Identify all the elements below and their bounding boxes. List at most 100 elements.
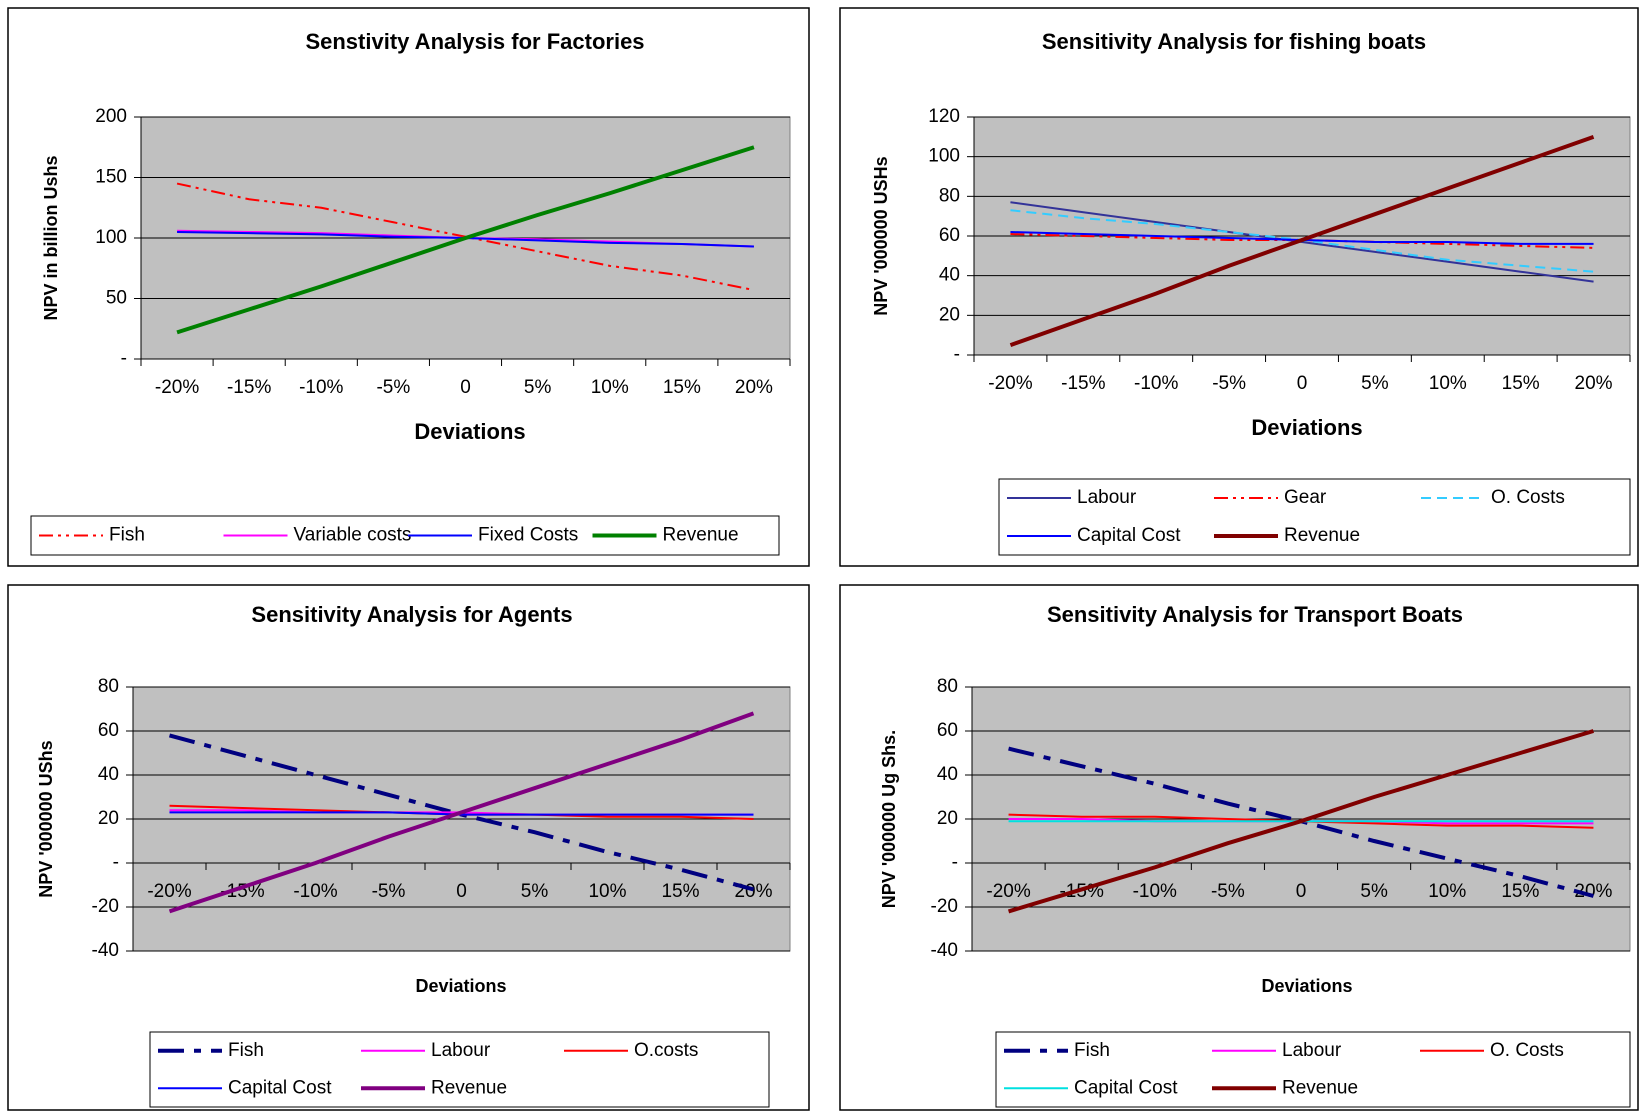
x-tick-label: -20% — [155, 377, 199, 398]
y-tick-label: 100 — [95, 227, 127, 248]
legend-label: Fish — [109, 525, 145, 546]
y-tick-label: -40 — [931, 940, 958, 961]
x-tick-label: 20% — [1574, 881, 1612, 902]
y-tick-label: 80 — [937, 676, 958, 697]
x-tick-label: -10% — [293, 881, 337, 902]
legend-label: Capital Cost — [228, 1077, 332, 1098]
y-tick-label: - — [121, 348, 127, 369]
legend-label: Revenue — [431, 1077, 507, 1098]
y-tick-label: 80 — [939, 185, 960, 206]
series-line — [169, 811, 754, 816]
y-tick-label: 150 — [95, 167, 127, 188]
legend-label: Revenue — [1284, 525, 1360, 546]
x-tick-label: 0 — [456, 881, 467, 902]
y-tick-label: 40 — [939, 265, 960, 286]
y-tick-label: -40 — [92, 940, 119, 961]
x-tick-label: -5% — [372, 881, 406, 902]
x-tick-label: 15% — [661, 881, 699, 902]
legend-box — [998, 478, 1631, 556]
chart-title: Sensitivity Analysis for Agents — [251, 602, 572, 627]
y-tick-label: 80 — [98, 676, 119, 697]
x-tick-label: 15% — [1501, 881, 1539, 902]
chart-title: Senstivity Analysis for Factories — [305, 29, 644, 54]
y-axis-title: NPV '000000 USHs — [871, 156, 891, 315]
legend-label: Fish — [228, 1040, 264, 1061]
legend-label: Revenue — [663, 525, 739, 546]
y-tick-label: 60 — [939, 225, 960, 246]
x-axis-title: Deviations — [415, 976, 506, 996]
x-tick-label: 5% — [521, 881, 549, 902]
x-tick-label: 15% — [663, 377, 701, 398]
chart-title: Sensitivity Analysis for fishing boats — [1042, 29, 1426, 54]
y-tick-label: -20 — [92, 896, 119, 917]
x-tick-label: -20% — [988, 373, 1032, 394]
x-axis-title: Deviations — [1251, 415, 1362, 440]
legend-label: O. Costs — [1490, 1040, 1564, 1061]
legend-label: Variable costs — [294, 525, 412, 546]
x-tick-label: -10% — [1133, 881, 1177, 902]
x-tick-label: 10% — [1429, 373, 1467, 394]
legend-label: Labour — [1282, 1040, 1342, 1061]
legend-box — [149, 1031, 770, 1108]
y-tick-label: 20 — [937, 808, 958, 829]
y-tick-label: 40 — [937, 764, 958, 785]
series-line — [1007, 729, 1595, 914]
x-tick-label: 5% — [524, 377, 552, 398]
y-tick-label: 20 — [939, 304, 960, 325]
y-tick-label: 200 — [95, 106, 127, 127]
series-line — [168, 711, 755, 914]
x-tick-label: -15% — [1061, 373, 1105, 394]
x-tick-label: -5% — [376, 377, 410, 398]
legend-label: Gear — [1284, 487, 1327, 508]
legend-label: Revenue — [1282, 1077, 1358, 1098]
y-tick-label: - — [113, 852, 119, 873]
y-tick-label: -20 — [931, 896, 958, 917]
x-tick-label: -20% — [147, 881, 191, 902]
x-tick-label: 10% — [591, 377, 629, 398]
y-axis-title: NPV in billion Ushs — [41, 155, 61, 320]
legend-label: Capital Cost — [1077, 525, 1181, 546]
y-tick-label: 60 — [98, 720, 119, 741]
x-tick-label: 0 — [1296, 881, 1307, 902]
y-tick-label: 60 — [937, 720, 958, 741]
y-tick-label: 20 — [98, 808, 119, 829]
x-tick-label: -10% — [1134, 373, 1178, 394]
x-tick-label: -5% — [1212, 373, 1246, 394]
series-line — [176, 145, 755, 335]
x-tick-label: -15% — [220, 881, 264, 902]
x-tick-label: 10% — [588, 881, 626, 902]
x-tick-label: -10% — [299, 377, 343, 398]
x-tick-label: -20% — [986, 881, 1030, 902]
y-axis-title: NPV '000000 UShs — [36, 740, 56, 897]
chart-title: Sensitivity Analysis for Transport Boats — [1047, 602, 1463, 627]
x-tick-label: 0 — [1297, 373, 1308, 394]
y-axis-title: NPV '000000 Ug Shs. — [879, 730, 899, 908]
legend-label: Fixed Costs — [478, 525, 578, 546]
x-tick-label: 20% — [1575, 373, 1613, 394]
legend-box — [995, 1031, 1631, 1108]
legend-label: Labour — [1077, 487, 1137, 508]
legend-label: Labour — [431, 1040, 491, 1061]
x-tick-label: 5% — [1361, 373, 1389, 394]
x-tick-label: -5% — [1211, 881, 1245, 902]
legend-label: O.costs — [634, 1040, 698, 1061]
legend-label: Fish — [1074, 1040, 1110, 1061]
x-tick-label: 5% — [1360, 881, 1388, 902]
legend-label: Capital Cost — [1074, 1077, 1178, 1098]
x-tick-label: 15% — [1502, 373, 1540, 394]
x-axis-title: Deviations — [414, 419, 525, 444]
x-tick-label: 0 — [460, 377, 471, 398]
series-line — [1009, 134, 1595, 347]
y-tick-label: 100 — [928, 146, 960, 167]
x-tick-label: 20% — [735, 377, 773, 398]
x-axis-title: Deviations — [1261, 976, 1352, 996]
y-tick-label: 40 — [98, 764, 119, 785]
x-tick-label: 10% — [1428, 881, 1466, 902]
y-tick-label: 120 — [928, 106, 960, 127]
y-tick-label: - — [952, 852, 958, 873]
x-tick-label: -15% — [227, 377, 271, 398]
legend-label: O. Costs — [1491, 487, 1565, 508]
y-tick-label: - — [954, 344, 960, 365]
